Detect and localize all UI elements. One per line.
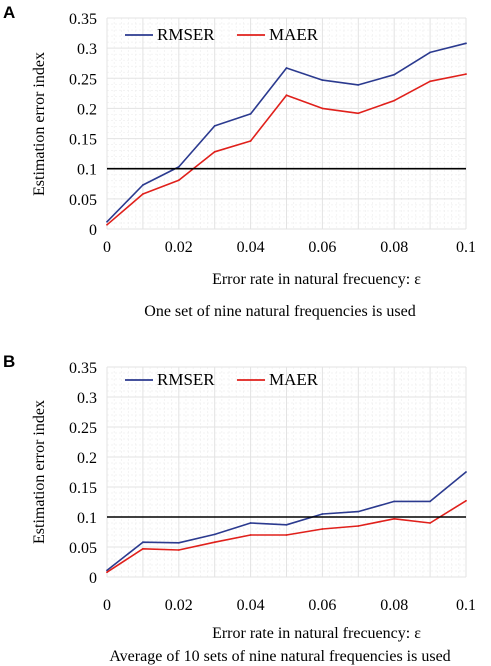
y-tick-label: 0.15	[69, 132, 97, 149]
data-point-rmser	[142, 184, 144, 186]
x-axis-title: Error rate in natural frecuency: ε	[212, 271, 421, 288]
data-point-rmser	[213, 533, 216, 536]
data-point-rmser	[106, 220, 108, 223]
x-tick-label: 0	[103, 239, 111, 256]
data-point-maer	[177, 179, 180, 182]
chart-a: 0 0.05 0.1 0.15 0.2 0.25 0.3 0.35 0 0.02 0.04 0.06 0…	[31, 11, 476, 320]
legend-label-maer: MAER	[269, 25, 319, 44]
data-point-rmser	[429, 51, 431, 54]
data-point-rmser	[321, 79, 324, 81]
x-tick-label: 0.06	[308, 239, 336, 256]
data-point-rmser	[429, 500, 431, 503]
x-tick-label: 0.08	[380, 239, 408, 256]
legend: RMSER MAER	[125, 370, 319, 389]
x-tick-label: 0.02	[165, 597, 193, 614]
y-axis-title: Estimation error index	[31, 400, 48, 544]
data-point-maer	[285, 94, 288, 97]
data-point-rmser	[465, 471, 467, 473]
data-point-maer	[213, 541, 216, 544]
data-point-rmser	[357, 510, 360, 513]
data-point-rmser	[142, 541, 144, 544]
data-point-rmser	[357, 84, 360, 86]
data-point-maer	[321, 107, 324, 110]
x-tick-label: 0.04	[237, 239, 265, 256]
data-point-maer	[321, 528, 324, 530]
data-point-rmser	[393, 73, 396, 76]
x-tick-label: 0.02	[165, 239, 193, 256]
data-point-rmser	[285, 67, 288, 69]
data-point-rmser	[106, 569, 108, 572]
data-point-maer	[106, 571, 108, 574]
data-point-maer	[357, 525, 360, 527]
data-point-maer	[465, 499, 467, 502]
legend: RMSER MAER	[125, 25, 319, 44]
x-tick-label: 0.08	[380, 597, 408, 614]
y-tick-label: 0.3	[77, 390, 97, 407]
data-point-maer	[142, 547, 144, 550]
data-point-rmser	[177, 541, 180, 544]
data-point-rmser	[285, 523, 288, 526]
data-point-maer	[357, 112, 360, 115]
y-tick-label: 0.2	[77, 101, 97, 118]
y-tick-label: 0	[89, 222, 97, 239]
chart-caption: One set of nine natural frequencies is u…	[144, 303, 415, 320]
x-axis-title: Error rate in natural frecuency: ε	[212, 625, 421, 642]
data-point-maer	[213, 150, 216, 153]
y-tick-label: 0.1	[77, 510, 97, 527]
legend-label-rmser: RMSER	[157, 25, 215, 44]
x-tick-label: 0.1	[456, 597, 476, 614]
data-point-maer	[142, 193, 144, 195]
panel-letter-a: A	[3, 3, 15, 22]
data-point-maer	[106, 223, 108, 226]
y-tick-label: 0.35	[69, 11, 97, 28]
y-tick-label: 0.1	[77, 162, 97, 179]
y-tick-label: 0.35	[69, 360, 97, 377]
y-axis-title: Estimation error index	[31, 52, 48, 196]
data-point-rmser	[249, 522, 252, 524]
y-tick-label: 0.3	[77, 41, 97, 58]
data-point-maer	[393, 517, 396, 520]
data-point-maer	[465, 73, 467, 75]
data-point-rmser	[249, 112, 252, 115]
panel-letter-b: B	[3, 352, 15, 371]
data-point-rmser	[177, 166, 180, 168]
y-tick-label: 0.25	[69, 420, 97, 437]
data-point-rmser	[213, 125, 216, 127]
data-point-maer	[429, 522, 431, 524]
y-tick-label: 0.2	[77, 450, 97, 467]
data-point-rmser	[393, 500, 396, 503]
data-point-maer	[285, 534, 288, 536]
chart-caption: Average of 10 sets of nine natural frequ…	[109, 648, 450, 665]
x-tick-label: 0	[103, 597, 111, 614]
y-tick-label: 0.15	[69, 480, 97, 497]
x-tick-label: 0.06	[308, 597, 336, 614]
chart-b: 0 0.05 0.1 0.15 0.2 0.25 0.3 0.35 0 0.02 0.04 0.06 0…	[31, 360, 476, 665]
legend-label-maer: MAER	[269, 370, 319, 389]
data-point-maer	[249, 140, 252, 142]
data-point-rmser	[465, 42, 467, 45]
data-point-maer	[249, 534, 252, 536]
y-tick-label: 0.25	[69, 71, 97, 88]
legend-label-rmser: RMSER	[157, 370, 215, 389]
x-tick-label: 0.04	[237, 597, 265, 614]
data-point-maer	[393, 99, 396, 102]
y-tick-label: 0.05	[69, 540, 97, 557]
data-point-rmser	[321, 513, 324, 515]
x-tick-label: 0.1	[456, 239, 476, 256]
data-point-maer	[177, 549, 180, 551]
y-tick-label: 0	[89, 570, 97, 587]
y-tick-label: 0.05	[69, 192, 97, 209]
data-point-maer	[429, 80, 431, 83]
